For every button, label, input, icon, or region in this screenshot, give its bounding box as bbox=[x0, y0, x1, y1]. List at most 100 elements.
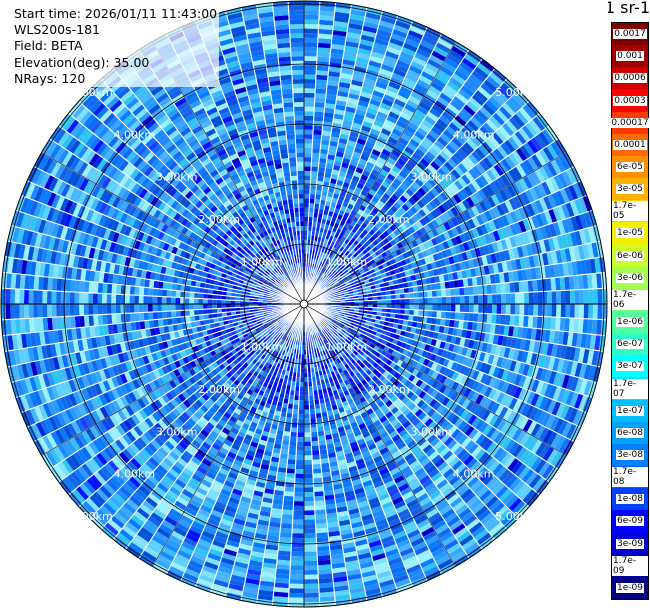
beta-cell bbox=[432, 297, 438, 304]
beta-cell bbox=[304, 505, 315, 511]
beta-cell bbox=[450, 154, 461, 166]
beta-cell bbox=[426, 111, 439, 123]
beta-cell bbox=[296, 436, 304, 442]
beta-cell bbox=[454, 133, 467, 145]
beta-cell bbox=[365, 12, 382, 21]
beta-cell bbox=[382, 123, 394, 133]
beta-cell bbox=[414, 304, 419, 311]
beta-cell bbox=[317, 276, 322, 281]
beta-cell bbox=[472, 312, 479, 323]
beta-cell bbox=[401, 46, 417, 57]
beta-cell bbox=[291, 418, 298, 424]
beta-cell bbox=[427, 310, 433, 318]
beta-cell bbox=[406, 142, 418, 152]
beta-cell bbox=[294, 478, 304, 484]
beta-cell bbox=[471, 70, 487, 83]
beta-cell bbox=[384, 188, 394, 197]
beta-cell bbox=[341, 248, 348, 255]
beta-cell bbox=[304, 60, 317, 66]
beta-cell bbox=[326, 89, 338, 96]
beta-cell bbox=[430, 125, 443, 137]
beta-cell bbox=[317, 281, 322, 287]
beta-cell bbox=[309, 203, 315, 209]
beta-cell bbox=[468, 97, 483, 110]
beta-cell bbox=[368, 173, 378, 181]
beta-cell bbox=[401, 107, 415, 118]
beta-cell bbox=[315, 269, 319, 275]
beta-cell bbox=[386, 173, 396, 182]
beta-cell bbox=[528, 291, 534, 304]
beta-cell bbox=[282, 504, 294, 511]
beta-cell bbox=[389, 37, 405, 47]
beta-cell bbox=[294, 487, 304, 493]
beta-cell bbox=[304, 225, 309, 231]
beta-cell bbox=[293, 501, 304, 506]
beta-cell bbox=[315, 88, 327, 94]
beta-cell bbox=[374, 115, 387, 124]
beta-cell bbox=[392, 68, 407, 78]
beta-cell bbox=[338, 137, 348, 145]
beta-cell bbox=[289, 574, 304, 580]
beta-cell bbox=[419, 123, 431, 134]
beta-cell bbox=[312, 463, 322, 470]
beta-cell bbox=[317, 33, 333, 40]
beta-cell bbox=[324, 282, 329, 287]
beta-cell bbox=[310, 175, 318, 181]
beta-cell bbox=[366, 64, 381, 73]
beta-cell bbox=[446, 157, 458, 169]
beta-cell bbox=[316, 532, 329, 538]
beta-cell bbox=[424, 62, 440, 74]
beta-cell bbox=[315, 527, 328, 534]
beta-cell bbox=[387, 81, 402, 91]
beta-cell bbox=[523, 315, 529, 328]
beta-cell bbox=[345, 173, 354, 180]
beta-cell bbox=[322, 274, 328, 280]
beta-cell bbox=[295, 469, 304, 474]
beta-cell bbox=[304, 469, 313, 474]
beta-cell bbox=[394, 209, 403, 218]
beta-cell bbox=[362, 82, 375, 91]
beta-cell bbox=[364, 252, 371, 259]
beta-cell bbox=[321, 279, 326, 284]
beta-cell bbox=[304, 88, 316, 94]
beta-cell bbox=[286, 463, 296, 470]
beta-cell bbox=[363, 116, 375, 124]
beta-cell bbox=[304, 23, 319, 29]
beta-cell bbox=[366, 136, 377, 145]
beta-cell bbox=[312, 217, 318, 223]
beta-cell bbox=[304, 574, 319, 580]
beta-cell bbox=[446, 296, 451, 304]
beta-cell bbox=[297, 427, 304, 433]
beta-cell bbox=[320, 272, 324, 278]
beta-cell bbox=[427, 177, 438, 188]
beta-cell bbox=[457, 130, 470, 142]
beta-cell bbox=[440, 311, 447, 319]
beta-cell bbox=[491, 313, 497, 325]
beta-cell bbox=[372, 90, 385, 99]
beta-cell bbox=[304, 464, 313, 470]
beta-cell bbox=[569, 289, 575, 304]
beta-cell bbox=[527, 315, 534, 328]
beta-cell bbox=[495, 283, 502, 294]
beta-cell bbox=[569, 304, 575, 319]
beta-cell bbox=[347, 135, 358, 143]
beta-cell bbox=[304, 510, 316, 516]
beta-cell bbox=[509, 314, 515, 327]
beta-cell bbox=[327, 149, 337, 156]
beta-cell bbox=[450, 168, 461, 180]
beta-cell bbox=[416, 199, 426, 209]
beta-cell bbox=[434, 99, 448, 111]
beta-cell bbox=[317, 265, 321, 271]
beta-cell bbox=[311, 445, 320, 451]
beta-cell bbox=[316, 51, 331, 58]
beta-cell bbox=[319, 10, 335, 17]
beta-cell bbox=[347, 22, 364, 31]
beta-cell bbox=[406, 159, 417, 169]
beta-cell bbox=[336, 199, 344, 206]
beta-cell bbox=[310, 184, 317, 190]
beta-cell bbox=[459, 144, 472, 157]
beta-cell bbox=[333, 16, 350, 23]
beta-cell bbox=[304, 235, 308, 240]
beta-cell bbox=[533, 304, 539, 317]
beta-cell bbox=[348, 183, 357, 191]
